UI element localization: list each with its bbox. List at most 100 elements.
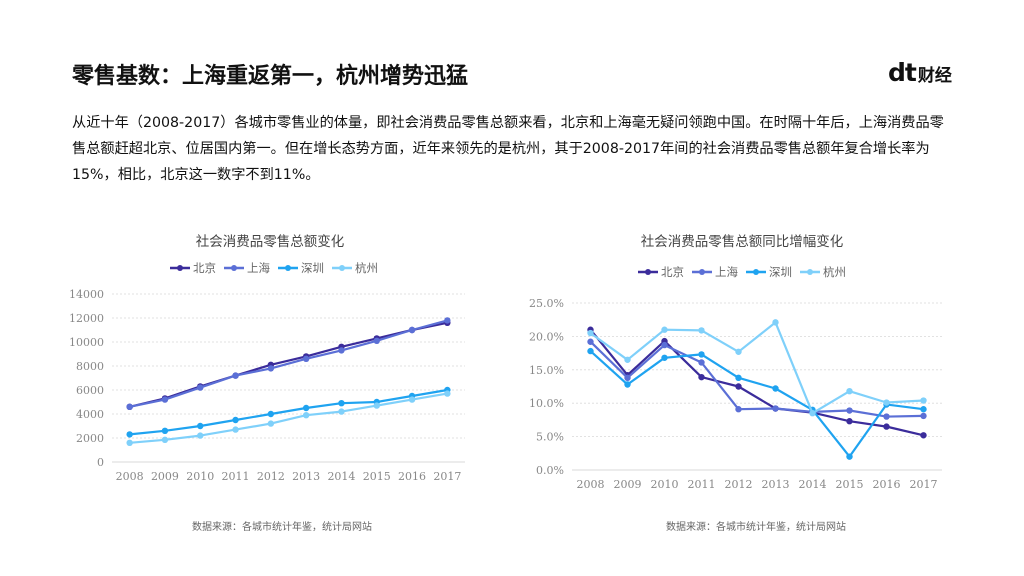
total-y-tick-label: 14000 <box>69 288 104 301</box>
total-point-深圳-2008 <box>126 431 133 438</box>
growth-y-tick-label: 0.0% <box>536 464 564 477</box>
total-point-杭州-2015 <box>373 402 380 409</box>
growth-x-tick-label: 2011 <box>688 478 716 491</box>
logo-mark: dt <box>888 58 917 87</box>
total-point-杭州-2014 <box>338 408 345 415</box>
growth-point-北京-2011 <box>698 373 705 381</box>
total-point-杭州-2013 <box>302 412 310 419</box>
legend-label-深圳: 深圳 <box>769 265 792 279</box>
legend-label-北京: 北京 <box>193 261 216 275</box>
growth-point-上海-2011 <box>698 359 705 366</box>
source-note-right: 数据来源：各城市统计年鉴，统计局网站 <box>666 522 846 533</box>
growth-series-line-杭州 <box>589 321 924 415</box>
growth-x-tick-label: 2010 <box>651 478 679 491</box>
legend-marker-深圳 <box>285 265 291 271</box>
growth-point-杭州-2012 <box>735 348 742 355</box>
growth-point-深圳-2017 <box>920 406 927 413</box>
growth-x-tick-label: 2015 <box>836 478 864 491</box>
growth-y-tick-label: 10.0% <box>529 397 564 410</box>
total-chart-title: 社会消费品零售总额变化 <box>196 234 345 250</box>
growth-x-tick-label: 2009 <box>614 478 642 491</box>
page-title: 零售基数：上海重返第一，杭州增势迅猛 <box>72 64 469 89</box>
legend-marker-上海 <box>231 265 237 271</box>
total-y-tick-label: 12000 <box>69 312 104 325</box>
growth-series-line-北京 <box>589 329 924 437</box>
total-point-上海-2011 <box>232 372 239 379</box>
legend-label-深圳: 深圳 <box>301 261 324 275</box>
growth-point-上海-2009 <box>624 374 631 382</box>
growth-chart-title: 社会消费品零售总额同比增幅变化 <box>641 234 844 250</box>
total-x-tick-label: 2015 <box>363 470 391 483</box>
legend-marker-北京 <box>645 269 651 275</box>
total-series-line-上海 <box>129 319 448 408</box>
legend-label-上海: 上海 <box>715 265 738 279</box>
growth-point-杭州-2016 <box>883 399 890 406</box>
total-x-tick-label: 2012 <box>257 470 285 483</box>
growth-point-杭州-2010 <box>661 326 668 333</box>
total-point-杭州-2017 <box>444 390 451 397</box>
total-point-深圳-2011 <box>232 416 239 424</box>
growth-point-深圳-2009 <box>624 381 631 388</box>
growth-point-北京-2016 <box>883 423 890 430</box>
growth-point-北京-2017 <box>920 432 927 439</box>
growth-point-深圳-2015 <box>846 453 853 460</box>
total-y-tick-label: 10000 <box>69 336 104 349</box>
legend-marker-北京 <box>177 265 183 271</box>
growth-point-杭州-2009 <box>624 356 631 363</box>
growth-point-上海-2012 <box>735 406 742 413</box>
total-point-上海-2008 <box>126 403 133 410</box>
legend-marker-杭州 <box>339 265 345 271</box>
total-x-tick-label: 2011 <box>222 470 250 483</box>
growth-point-深圳-2010 <box>661 354 668 361</box>
total-point-深圳-2014 <box>338 400 345 407</box>
legend-marker-杭州 <box>807 269 813 275</box>
total-point-杭州-2012 <box>267 420 275 427</box>
total-x-tick-label: 2017 <box>433 470 461 483</box>
total-point-深圳-2013 <box>302 404 310 412</box>
total-x-tick-label: 2013 <box>292 470 320 483</box>
growth-point-北京-2015 <box>846 418 853 425</box>
total-point-上海-2009 <box>161 396 169 403</box>
growth-point-深圳-2011 <box>698 351 705 358</box>
total-point-上海-2017 <box>444 317 451 324</box>
growth-x-tick-label: 2016 <box>873 478 901 491</box>
growth-x-tick-label: 2014 <box>799 478 827 491</box>
total-y-tick-label: 0 <box>97 456 104 469</box>
total-y-tick-label: 4000 <box>76 408 104 421</box>
growth-series-line-上海 <box>589 340 924 418</box>
total-point-杭州-2009 <box>161 436 169 443</box>
growth-y-tick-label: 15.0% <box>529 364 564 377</box>
growth-point-上海-2010 <box>661 341 668 349</box>
legend-label-上海: 上海 <box>247 261 270 275</box>
total-point-杭州-2011 <box>232 426 239 433</box>
legend-marker-深圳 <box>753 269 759 275</box>
growth-x-tick-label: 2017 <box>910 478 938 491</box>
total-point-深圳-2012 <box>267 410 275 418</box>
source-note-left: 数据来源：各城市统计年鉴，统计局网站 <box>192 522 372 533</box>
growth-point-上海-2015 <box>846 407 853 414</box>
total-y-tick-label: 2000 <box>76 432 104 445</box>
total-point-上海-2015 <box>373 337 380 344</box>
total-point-深圳-2009 <box>161 427 169 434</box>
total-y-tick-label: 6000 <box>76 384 104 397</box>
total-series-line-深圳 <box>129 388 448 436</box>
total-x-tick-label: 2009 <box>151 470 179 483</box>
total-point-杭州-2016 <box>408 396 416 403</box>
growth-point-杭州-2011 <box>698 327 705 334</box>
growth-point-杭州-2015 <box>846 387 853 395</box>
total-series-line-杭州 <box>129 392 448 444</box>
total-x-tick-label: 2008 <box>116 470 144 483</box>
total-y-tick-label: 8000 <box>76 360 104 373</box>
growth-point-上海-2013 <box>772 405 779 412</box>
growth-x-tick-label: 2012 <box>725 478 753 491</box>
total-point-上海-2013 <box>302 355 310 362</box>
growth-point-杭州-2008 <box>587 329 594 337</box>
growth-y-tick-label: 5.0% <box>536 431 564 444</box>
total-point-上海-2014 <box>338 347 345 354</box>
legend-label-杭州: 杭州 <box>823 265 846 279</box>
total-point-上海-2010 <box>197 384 204 391</box>
growth-point-杭州-2014 <box>809 410 816 417</box>
growth-series-line-深圳 <box>589 350 924 458</box>
growth-point-深圳-2013 <box>772 385 779 392</box>
